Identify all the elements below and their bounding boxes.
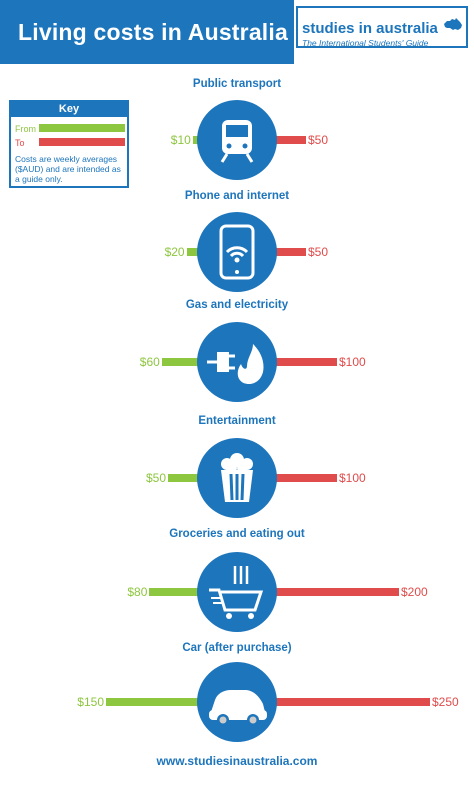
- brand-logo: studies in australia The International S…: [296, 6, 468, 48]
- to-bar: [237, 698, 430, 706]
- category-label: Entertainment: [198, 415, 276, 427]
- category-label: Car (after purchase): [182, 642, 292, 654]
- to-value-label: $50: [308, 133, 329, 147]
- to-value-label: $50: [308, 245, 329, 259]
- australia-map-icon: [444, 18, 462, 30]
- popcorn-icon: [197, 438, 277, 518]
- to-value-label: $100: [339, 355, 366, 369]
- key-to-label: To: [15, 138, 25, 148]
- to-bar: [237, 588, 399, 596]
- category-label: Phone and internet: [184, 190, 290, 202]
- to-value-label: $250: [432, 695, 459, 709]
- footer-url: www.studiesinaustralia.com: [156, 754, 318, 768]
- to-bar: [237, 474, 337, 482]
- from-bar: [106, 698, 237, 706]
- key-from-swatch: [39, 124, 125, 132]
- key-title: Key: [11, 102, 127, 117]
- car-icon: [197, 662, 277, 742]
- shopping-cart-cutlery-icon: [197, 552, 277, 632]
- brand-tagline: The International Students' Guide: [302, 38, 429, 48]
- smartphone-wifi-icon: [197, 212, 277, 292]
- from-bar: [149, 588, 237, 596]
- header: Living costs in Australia studies in aus…: [0, 0, 474, 64]
- from-value-label: $10: [170, 133, 191, 147]
- brand-name: studies in australia: [302, 20, 438, 37]
- key-note: Costs are weekly averages ($AUD) and are…: [15, 154, 121, 184]
- from-value-label: $50: [145, 471, 166, 485]
- from-value-label: $20: [164, 245, 185, 259]
- category-label: Gas and electricity: [185, 299, 289, 311]
- title-banner: Living costs in Australia: [0, 0, 294, 64]
- from-value-label: $150: [77, 695, 104, 709]
- key-from-label: From: [15, 124, 36, 134]
- legend-key: Key From To Costs are weekly averages ($…: [9, 100, 129, 188]
- category-label: Groceries and eating out: [169, 528, 305, 540]
- from-value-label: $60: [139, 355, 160, 369]
- to-bar: [237, 358, 337, 366]
- key-to-swatch: [39, 138, 125, 146]
- category-label: Public transport: [192, 78, 282, 90]
- to-value-label: $100: [339, 471, 366, 485]
- to-value-label: $200: [401, 585, 428, 599]
- train-icon: [197, 100, 277, 180]
- plug-flame-icon: [197, 322, 277, 402]
- page-title: Living costs in Australia: [18, 19, 288, 45]
- from-value-label: $80: [127, 585, 148, 599]
